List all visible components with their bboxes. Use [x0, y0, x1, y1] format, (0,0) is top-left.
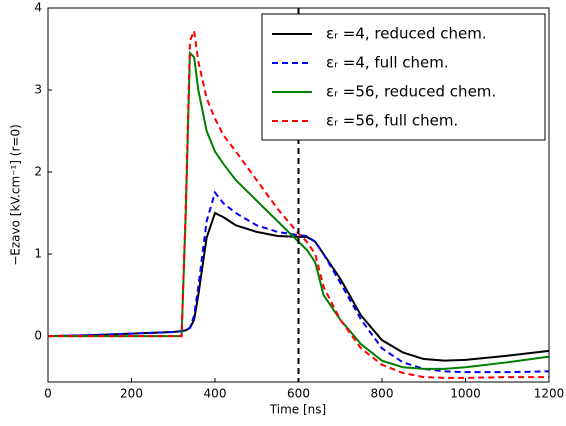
y-tick-label: 0 — [34, 329, 42, 343]
plot-frame — [47, 7, 550, 383]
y-tick-label: 1 — [34, 247, 42, 261]
x-tick-label: 1000 — [450, 387, 481, 401]
x-tick-label: 400 — [204, 387, 227, 401]
x-axis-label: Time [ns] — [269, 403, 326, 417]
y-tick-label: 4 — [34, 1, 42, 15]
y-tick-label: 3 — [34, 83, 42, 97]
x-tick-label: 0 — [44, 387, 52, 401]
x-tick-label: 1200 — [534, 387, 565, 401]
x-tick-label: 800 — [371, 387, 394, 401]
series-line — [47, 190, 550, 374]
legend-label: εᵣ =4, full chem. — [326, 54, 449, 72]
legend-label: εᵣ =4, reduced chem. — [326, 25, 487, 43]
legend-label: εᵣ =56, reduced chem. — [326, 83, 496, 101]
x-tick-label: 600 — [287, 387, 310, 401]
y-tick-label: 2 — [34, 165, 42, 179]
x-tick-label: 200 — [120, 387, 143, 401]
y-axis-label: −Ezavo [kV.cm⁻¹] (r=0) — [9, 124, 23, 266]
series-line — [48, 27, 549, 379]
legend-label: εᵣ =56, full chem. — [326, 112, 458, 130]
